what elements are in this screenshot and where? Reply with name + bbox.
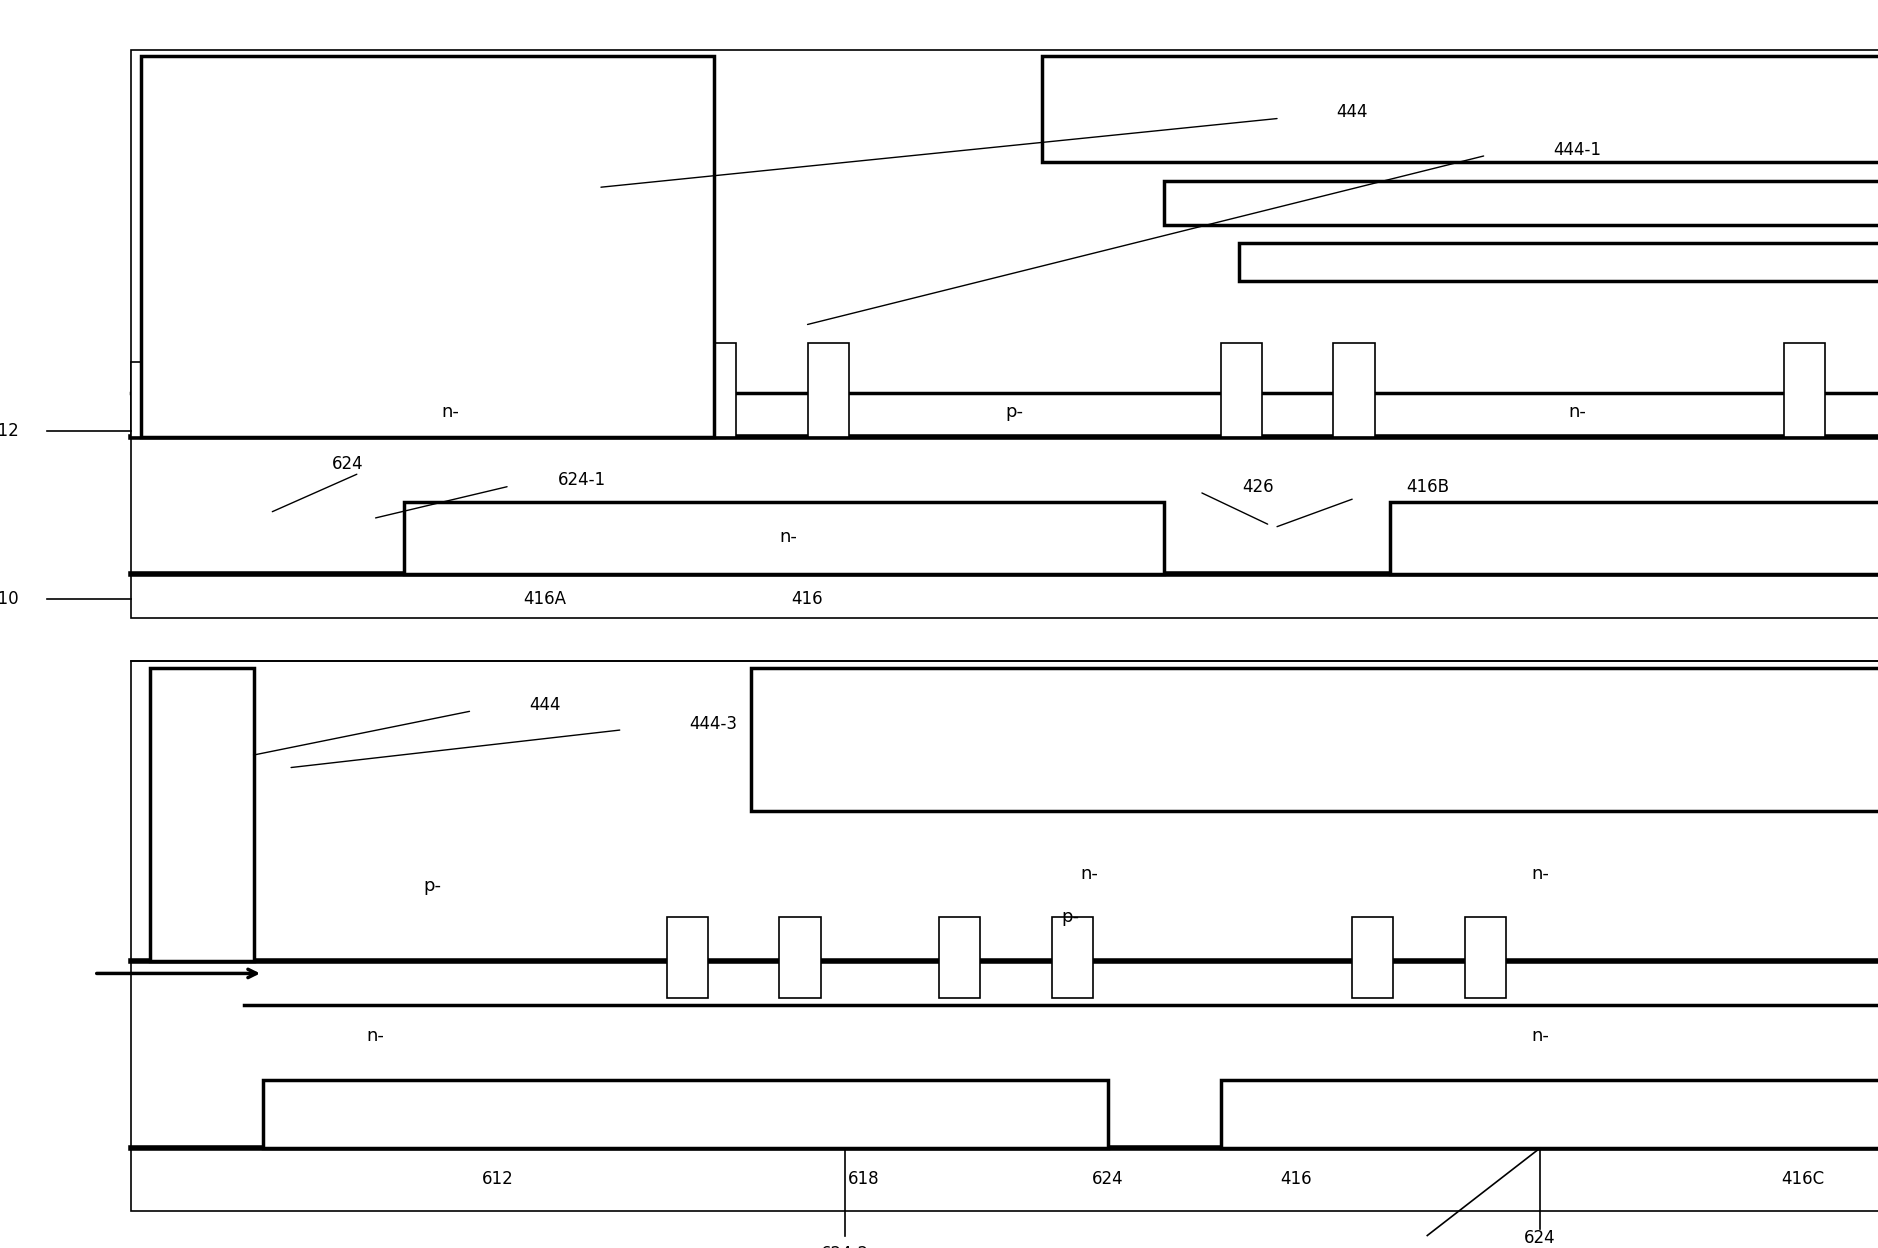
Text: 416A: 416A (524, 590, 565, 608)
Bar (404, 502, 1164, 574)
Text: 618: 618 (849, 1171, 879, 1188)
Text: 410: 410 (0, 590, 19, 608)
Text: 416C: 416C (1782, 1171, 1824, 1188)
Text: n-: n- (779, 528, 798, 545)
Bar (1465, 917, 1506, 998)
Text: p-: p- (1061, 909, 1080, 926)
Text: 426: 426 (1243, 478, 1273, 495)
Text: n-: n- (1080, 865, 1099, 882)
Bar (751, 668, 1878, 811)
Bar (1042, 56, 1878, 162)
Bar (263, 1080, 1108, 1148)
Text: p-: p- (1005, 403, 1024, 421)
Bar (939, 917, 980, 998)
Text: 624: 624 (1093, 1171, 1123, 1188)
Bar (131, 661, 1878, 1211)
Bar (131, 50, 1878, 618)
Text: 624: 624 (332, 456, 362, 473)
Bar (150, 668, 254, 961)
Bar (667, 917, 708, 998)
Bar (1352, 917, 1393, 998)
Bar (1784, 343, 1825, 437)
Text: n-: n- (1531, 1027, 1549, 1045)
Bar (1221, 343, 1262, 437)
Text: 444: 444 (1337, 104, 1367, 121)
Bar (131, 362, 225, 437)
Bar (1239, 243, 1878, 281)
Text: n-: n- (1531, 865, 1549, 882)
Text: 444-3: 444-3 (689, 715, 738, 733)
Bar (1333, 343, 1375, 437)
Bar (1052, 917, 1093, 998)
Bar (1164, 181, 1878, 225)
Bar (808, 343, 849, 437)
Text: 416: 416 (1281, 1171, 1311, 1188)
Text: 624: 624 (1525, 1229, 1555, 1247)
Text: 624-2: 624-2 (821, 1246, 870, 1248)
Bar (141, 56, 714, 437)
Text: n-: n- (441, 403, 460, 421)
Text: 612: 612 (483, 1171, 513, 1188)
Text: 624-1: 624-1 (558, 472, 607, 489)
Text: p-: p- (423, 877, 441, 895)
Bar (779, 917, 821, 998)
Text: 412: 412 (0, 422, 19, 439)
Text: n-: n- (366, 1027, 385, 1045)
Text: 444: 444 (530, 696, 560, 714)
Text: 416B: 416B (1407, 478, 1448, 495)
Bar (695, 343, 736, 437)
Text: 444-1: 444-1 (1553, 141, 1602, 158)
Bar (1221, 1080, 1878, 1148)
Text: 416: 416 (793, 590, 823, 608)
Text: n-: n- (1568, 403, 1587, 421)
Bar (1390, 502, 1878, 574)
